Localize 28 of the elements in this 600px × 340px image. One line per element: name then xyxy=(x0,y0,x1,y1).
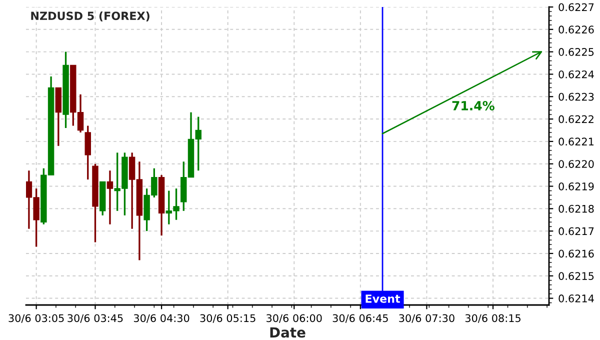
x-tick-label: 30/6 04:30 xyxy=(134,314,190,323)
chart-title: NZDUSD 5 (FOREX) xyxy=(31,11,150,22)
y-tick-label: 0.6227 xyxy=(558,3,594,12)
ref-line-label: Event xyxy=(366,294,400,303)
y-tick-label: 0.6224 xyxy=(558,70,594,78)
x-axis-title: Date xyxy=(270,327,306,338)
x-tick-label: 30/6 03:45 xyxy=(68,314,123,323)
y-tick-label: 0.6221 xyxy=(558,138,594,146)
candlestick xyxy=(106,170,114,226)
x-tick-label: 30/6 08:15 xyxy=(465,314,520,323)
annotation: 71.4% xyxy=(452,101,494,110)
x-tick-label: 30/6 07:30 xyxy=(399,314,454,323)
y-tick-label: 0.6223 xyxy=(558,92,594,101)
y-tick-label: 0.6225 xyxy=(558,48,594,56)
x-tick-label: 30/6 06:00 xyxy=(266,314,322,323)
y-tick-label: 0.6222 xyxy=(558,115,594,124)
x-tick-label: 30/6 05:15 xyxy=(200,314,256,323)
y-tick-label: 0.6217 xyxy=(558,227,594,236)
y-tick-label: 0.6219 xyxy=(558,182,594,190)
y-tick-label: 0.6226 xyxy=(558,26,594,34)
y-tick-label: 0.6218 xyxy=(558,204,594,213)
candlestick xyxy=(84,124,91,180)
y-tick-label: 0.6214 xyxy=(558,294,594,302)
y-tick-label: 0.6215 xyxy=(558,272,594,280)
x-tick-label: 30/6 03:05 xyxy=(8,314,64,323)
y-tick-label: 0.6216 xyxy=(558,250,594,258)
x-tick-label: 30/6 06:45 xyxy=(332,314,388,323)
y-tick-label: 0.6220 xyxy=(558,160,594,168)
